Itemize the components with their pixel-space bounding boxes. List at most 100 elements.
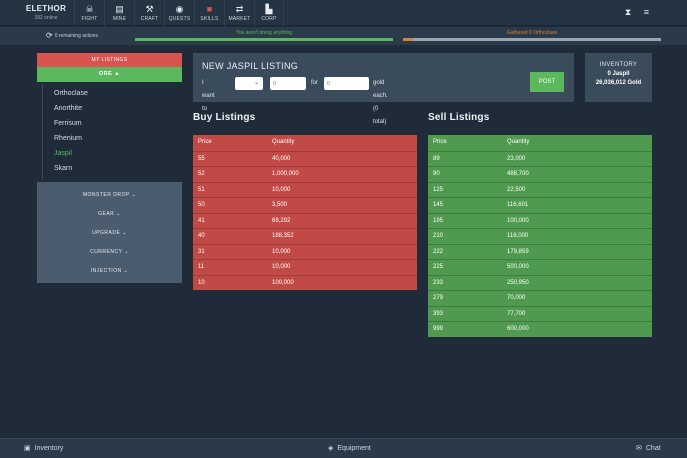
gather-progress: Gathered 0 Orthoclase — [403, 30, 661, 41]
buy-quantity-cell: 1,000,000 — [272, 171, 299, 177]
nav-item-label: MINE — [112, 16, 127, 22]
ore-item-anorthite[interactable]: Anorthite — [54, 105, 83, 112]
inventory-item-count: 0 Jaspil — [607, 71, 630, 77]
sell-table-row[interactable]: 222 179,859 — [428, 243, 652, 259]
sell-table-row[interactable]: 999 600,000 — [428, 321, 652, 337]
shield-icon: ◈ — [328, 445, 334, 452]
chat-tab[interactable]: ✉ Chat — [636, 444, 661, 452]
ore-item-orthoclase[interactable]: Orthoclase — [54, 90, 88, 97]
buy-quantity-cell: 40,000 — [272, 155, 291, 162]
online-count: 392 online — [34, 15, 58, 21]
gather-progress-fill — [403, 38, 414, 41]
sell-table-row[interactable]: 393 77,700 — [428, 305, 652, 321]
ore-item-skarn[interactable]: Skarn — [54, 165, 73, 172]
category-list: MONSTER DROP ⌄ GEAR ⌄ UPGRADE ⌄ CURRENCY ⌄ I… — [37, 182, 182, 283]
buy-sell-select[interactable]: ⌄ — [235, 77, 263, 90]
nav-item-corp[interactable]: ▙ CORP — [254, 0, 284, 26]
brand[interactable]: ELETHOR 392 online — [22, 4, 70, 21]
category-item[interactable]: UPGRADE ⌄ — [92, 230, 127, 236]
buy-table-row[interactable]: 50 3,500 — [193, 197, 417, 213]
nav-item-craft[interactable]: ⚒ CRAFT — [134, 0, 164, 26]
sell-table-body: 89 23,000 90 488,700 125 22,500 145 116,601 195 1… — [428, 150, 652, 337]
chat-tab-label: Chat — [645, 445, 661, 452]
nav-item-label: CRAFT — [140, 16, 159, 22]
inventory-tab[interactable]: ▣ Inventory — [24, 444, 63, 452]
ore-item-jaspil[interactable]: Jaspil — [54, 150, 72, 157]
sell-price-cell: 125 — [433, 186, 444, 193]
my-listings-button[interactable]: MY LISTINGS — [37, 53, 182, 67]
nav-item-label: SKILLS — [200, 16, 219, 22]
buy-price-cell: 10 — [198, 279, 205, 286]
buy-table-row[interactable]: 10 100,000 — [193, 274, 417, 290]
sell-table-row[interactable]: 233 250,950 — [428, 274, 652, 290]
sell-table-row[interactable]: 145 116,601 — [428, 197, 652, 213]
ore-item-ferrisum[interactable]: Ferrisum — [54, 120, 82, 127]
ore-item-rhenium[interactable]: Rhenium — [54, 135, 83, 142]
new-listing-title: NEW JASPIL LISTING — [202, 61, 299, 71]
top-right-controls: ⧗ ≡ — [615, 7, 649, 18]
idle-progress-fill — [135, 38, 393, 41]
sell-table-row[interactable]: 279 70,000 — [428, 290, 652, 306]
refresh-icon[interactable]: ⟳ — [46, 31, 53, 40]
price-input[interactable] — [324, 77, 369, 90]
sell-table-row[interactable]: 89 23,000 — [428, 150, 652, 166]
hourglass-icon[interactable]: ⧗ — [624, 7, 632, 17]
buy-price-cell: 41 — [198, 217, 205, 224]
gather-progress-track — [403, 38, 661, 41]
idle-progress-label: You aren't doing anything — [235, 30, 293, 36]
sell-listings-table: Price Quantity 89 23,000 90 488,700 125 22,50… — [428, 135, 652, 337]
skull-icon: ☠ — [85, 4, 94, 14]
buy-table-row[interactable]: 31 10,000 — [193, 243, 417, 259]
category-item[interactable]: GEAR ⌄ — [98, 211, 121, 217]
buy-price-header: Price — [198, 139, 212, 145]
sell-price-cell: 393 — [433, 310, 444, 317]
sell-table-row[interactable]: 90 488,700 — [428, 166, 652, 182]
quantity-input[interactable] — [270, 77, 306, 90]
buy-quantity-cell: 10,000 — [272, 264, 291, 270]
buy-table-row[interactable]: 51 10,000 — [193, 181, 417, 197]
sell-price-header: Price — [433, 139, 447, 145]
buy-quantity-cell: 69,292 — [272, 217, 291, 224]
menu-icon[interactable]: ≡ — [643, 7, 649, 17]
sell-table-header: Price Quantity — [428, 135, 652, 151]
inventory-title: INVENTORY — [599, 62, 638, 68]
sell-price-cell: 195 — [433, 217, 444, 224]
buy-table-row[interactable]: 11 10,000 — [193, 259, 417, 275]
buy-table-header: Price Quantity — [193, 135, 417, 151]
sell-table-row[interactable]: 195 100,000 — [428, 212, 652, 228]
buy-table-body: 55 40,000 52 1,000,000 51 10,000 50 3,500 41 69,2… — [193, 150, 417, 290]
book-icon: ■ — [206, 4, 213, 14]
buy-quantity-cell: 188,352 — [272, 233, 294, 239]
sell-table-row[interactable]: 125 22,500 — [428, 181, 652, 197]
category-item[interactable]: CURRENCY ⌄ — [90, 249, 129, 255]
nav-item-label: CORP — [261, 16, 277, 22]
game-title: ELETHOR — [25, 4, 67, 13]
buy-table-row[interactable]: 40 188,352 — [193, 228, 417, 244]
buy-price-cell: 40 — [198, 233, 205, 239]
chevron-down-icon: ⌄ — [253, 80, 259, 86]
equipment-tab[interactable]: ◈ Equipment — [328, 444, 371, 452]
post-button[interactable]: POST — [530, 72, 564, 92]
buy-price-cell: 52 — [198, 171, 205, 177]
sell-price-cell: 233 — [433, 279, 444, 286]
buy-table-row[interactable]: 41 69,292 — [193, 212, 417, 228]
category-item[interactable]: MONSTER DROP ⌄ — [82, 192, 137, 198]
market-sidebar: MY LISTINGS ORE ▲ Orthoclase Anorthite Fer… — [37, 53, 182, 283]
ore-category-button[interactable]: ORE ▲ — [37, 67, 182, 82]
category-item[interactable]: INJECTION ⌄ — [90, 268, 129, 274]
nav-item-market[interactable]: ⇄ MARKET — [224, 0, 254, 26]
sell-table-row[interactable]: 225 500,000 — [428, 259, 652, 275]
buy-table-row[interactable]: 55 40,000 — [193, 150, 417, 166]
nav-item-fight[interactable]: ☠ FIGHT — [74, 0, 104, 26]
new-listing-panel: NEW JASPIL LISTING I want to ⌄ for gold … — [193, 53, 574, 125]
sell-quantity-cell: 488,700 — [507, 171, 529, 177]
sell-table-row[interactable]: 210 118,000 — [428, 228, 652, 244]
nav-item-quests[interactable]: ◉ QUESTS — [164, 0, 194, 26]
equipment-tab-label: Equipment — [337, 445, 371, 452]
nav-item-mine[interactable]: ▤ MINE — [104, 0, 134, 26]
quests-icon: ◉ — [175, 4, 184, 14]
inventory-gold: 26,036,012 Gold — [595, 80, 642, 86]
buy-table-row[interactable]: 52 1,000,000 — [193, 166, 417, 182]
nav-item-skills[interactable]: ■ SKILLS — [194, 0, 224, 26]
sell-quantity-cell: 22,500 — [507, 186, 526, 193]
